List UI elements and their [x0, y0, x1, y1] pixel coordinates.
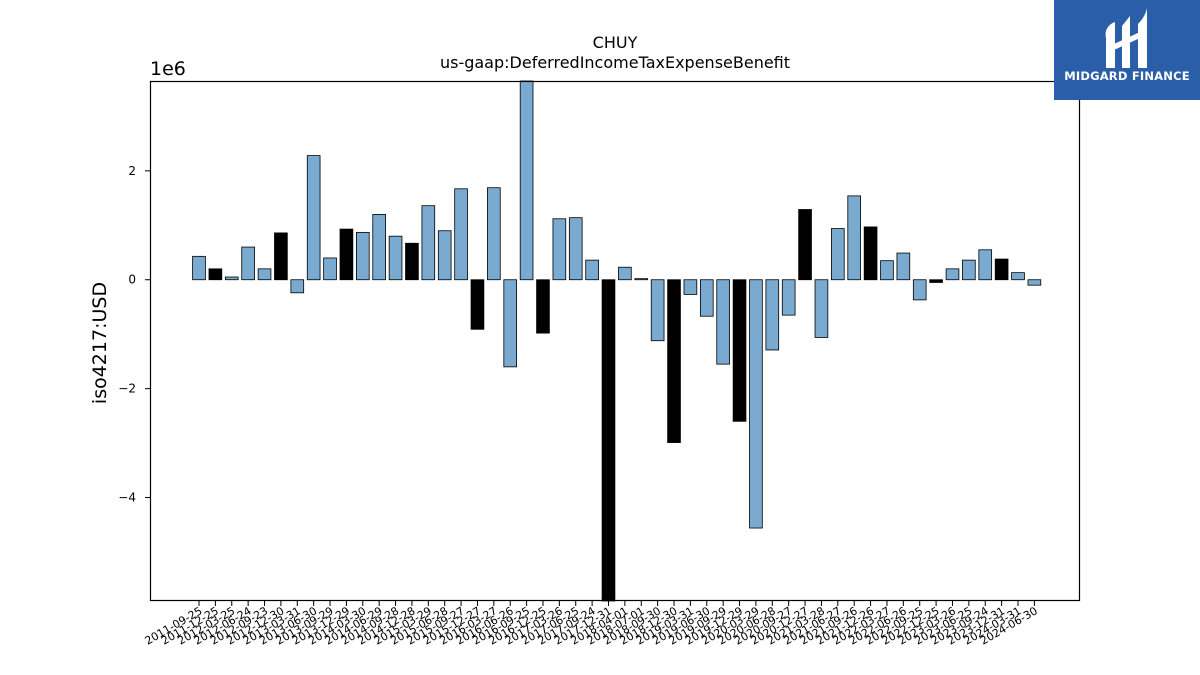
bar-2013-06-30: [306, 155, 321, 281]
bar-2019-06-30: [699, 279, 714, 317]
y-tick-label: 0: [128, 273, 136, 287]
bar-2014-09-28: [388, 235, 403, 281]
bars-layer: [192, 80, 1042, 602]
bar-2021-09-26: [847, 195, 861, 281]
y-tick-label: 2: [128, 164, 136, 178]
bar-2018-04-01: [618, 266, 632, 281]
bar-2023-12-31: [994, 258, 1009, 281]
bar-2013-09-29: [323, 257, 337, 281]
bar-2012-06-24: [241, 246, 255, 281]
bar-2022-12-25: [929, 279, 943, 283]
bar-2014-06-29: [372, 213, 386, 281]
midgard-logo-icon: [1105, 8, 1147, 68]
bar-2021-03-28: [814, 279, 829, 338]
bar-2023-06-25: [962, 259, 976, 281]
bar-2017-09-24: [585, 259, 599, 281]
bar-2021-06-27: [831, 228, 845, 281]
bar-2016-09-25: [519, 80, 534, 281]
bar-2018-12-30: [667, 279, 681, 443]
bar-2016-03-27: [487, 187, 501, 281]
bar-2020-03-29: [749, 279, 763, 529]
bar-2017-03-26: [552, 218, 567, 281]
bar-2014-12-28: [405, 242, 419, 281]
y-axis-label: iso4217:USD: [89, 282, 111, 404]
bar-2023-03-26: [945, 268, 960, 281]
bar-2012-03-25: [224, 276, 239, 281]
bar-2015-03-29: [421, 205, 436, 281]
bar-2023-09-24: [978, 249, 993, 281]
bar-2013-12-29: [339, 228, 354, 281]
bar-2016-12-25: [536, 279, 550, 334]
bar-2019-12-29: [732, 279, 747, 422]
y-tick-label: −4: [118, 491, 136, 505]
plot-frame: [149, 80, 1081, 602]
bar-2022-06-26: [896, 252, 911, 281]
bar-2024-03-31: [1011, 272, 1025, 281]
chart-subtitle: us-gaap:DeferredIncomeTaxExpenseBenefit: [440, 53, 790, 72]
logo-text: MIDGARD FINANCE: [1064, 69, 1190, 83]
bar-2020-09-27: [781, 279, 796, 316]
bar-2024-06-30: [1027, 279, 1042, 286]
bar-2016-06-26: [503, 279, 518, 368]
bar-2017-06-25: [568, 217, 583, 281]
x-axis: 2011-09-252011-12-252012-03-252012-06-24…: [143, 601, 1040, 648]
chart-title: CHUY: [593, 33, 638, 52]
bar-2022-03-27: [880, 260, 894, 281]
bar-2015-12-27: [470, 279, 485, 330]
bar-2022-09-25: [912, 279, 927, 301]
bar-2019-09-29: [716, 279, 730, 365]
y-axis: −4 −2 0 2: [118, 164, 150, 505]
bar-2018-09-30: [650, 279, 665, 342]
bar-2017-12-31: [601, 279, 616, 602]
bar-2012-12-30: [274, 232, 288, 281]
bar-2015-06-28: [437, 230, 452, 281]
y-tick-label: −2: [118, 382, 136, 396]
bar-2014-03-30: [355, 231, 370, 281]
bar-2012-09-23: [257, 268, 272, 281]
bar-2011-12-25: [208, 268, 223, 281]
midgard-finance-logo: MIDGARD FINANCE: [1054, 0, 1200, 100]
bar-2018-07-01: [634, 278, 649, 281]
bar-2011-09-25: [192, 255, 206, 281]
bar-2013-03-31: [290, 279, 305, 294]
bar-2020-12-27: [798, 209, 812, 281]
bar-2015-09-27: [454, 188, 468, 281]
y-axis-multiplier: 1e6: [150, 58, 186, 80]
bar-2019-03-31: [683, 279, 698, 295]
bar-2020-06-28: [765, 279, 780, 351]
bar-2021-12-26: [863, 226, 878, 281]
